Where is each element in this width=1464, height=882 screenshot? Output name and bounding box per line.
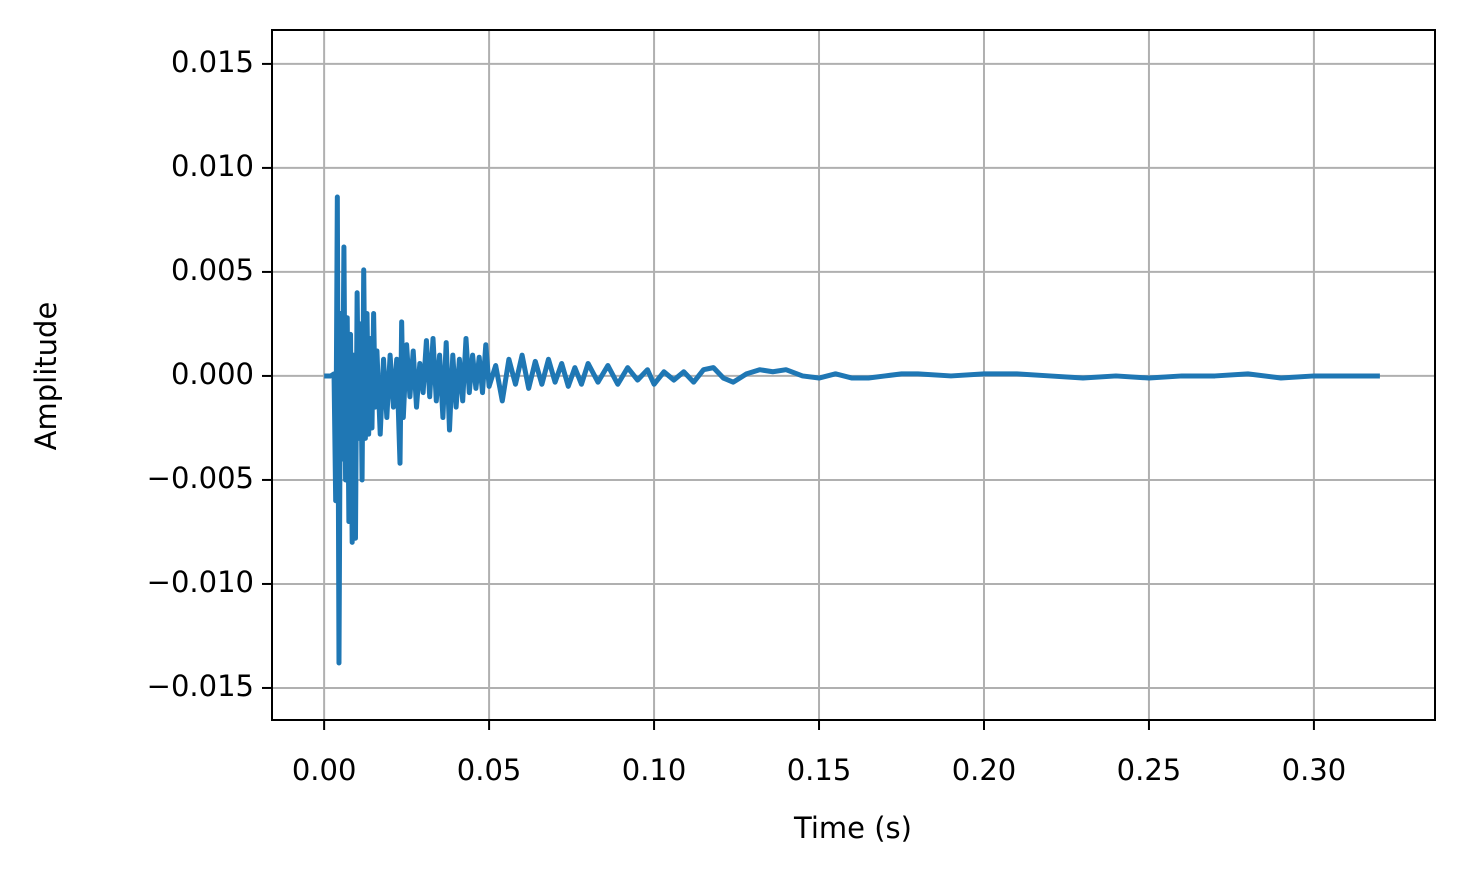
y-tick-label: −0.005 — [147, 461, 254, 495]
y-tick-label: 0.005 — [171, 253, 254, 287]
x-tick-label: 0.25 — [1117, 753, 1182, 787]
x-tick-label: 0.10 — [622, 753, 687, 787]
y-tick-label: 0.015 — [171, 45, 254, 79]
y-tick-label: −0.015 — [147, 669, 254, 703]
x-tick-label: 0.15 — [787, 753, 852, 787]
x-axis-label: Time (s) — [793, 811, 912, 845]
y-tick-label: 0.000 — [171, 357, 254, 391]
plot-frame — [271, 29, 1436, 721]
x-tick-label: 0.20 — [952, 753, 1017, 787]
x-tick-label: 0.00 — [292, 753, 357, 787]
x-tick-label: 0.30 — [1282, 753, 1347, 787]
y-tick-label: −0.010 — [147, 565, 254, 599]
data-line — [324, 194, 1380, 666]
x-tick-label: 0.05 — [457, 753, 522, 787]
y-axis-label: Amplitude — [29, 302, 63, 451]
y-tick-label: 0.010 — [171, 149, 254, 183]
